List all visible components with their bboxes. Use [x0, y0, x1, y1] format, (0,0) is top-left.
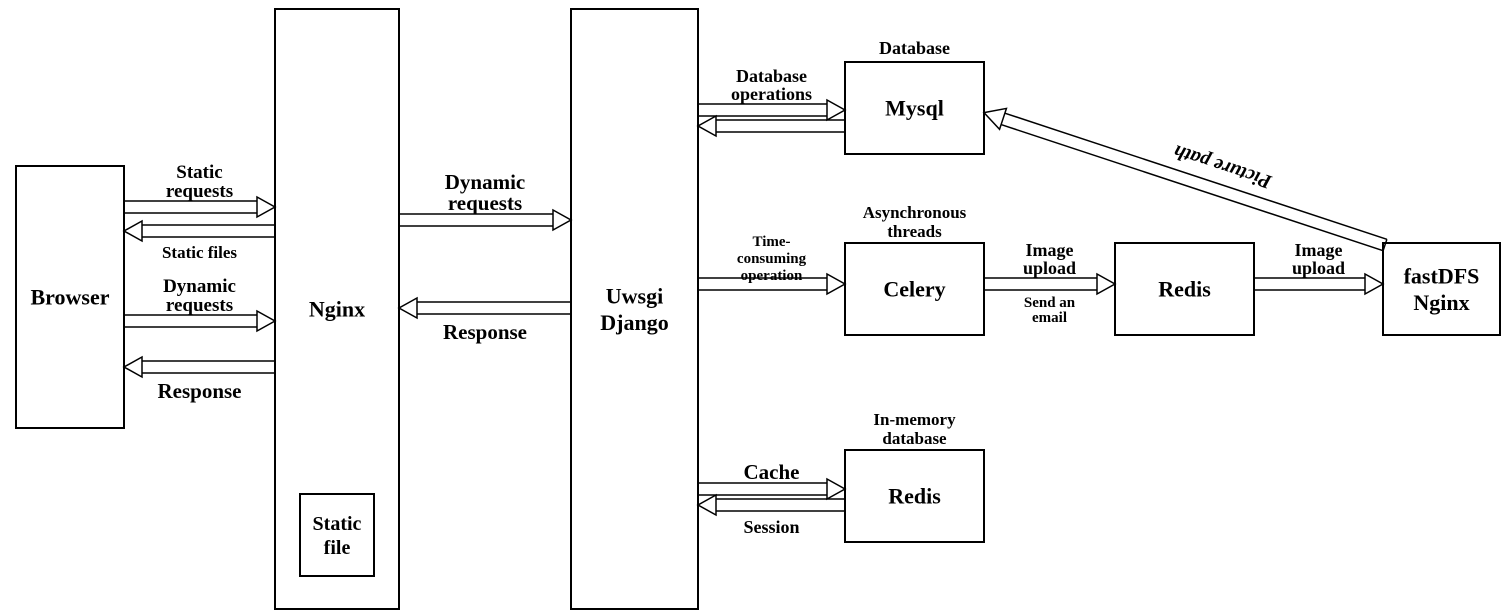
- edge-e_dyn_req1: Dynamicrequests: [124, 276, 275, 331]
- node-redis_mem: Redis In-memorydatabase: [845, 410, 984, 542]
- svg-text:requests: requests: [166, 295, 233, 316]
- svg-text:file: file: [324, 537, 351, 559]
- svg-text:Static: Static: [313, 513, 362, 535]
- svg-text:Browser: Browser: [30, 285, 109, 310]
- svg-text:Static: Static: [176, 162, 222, 183]
- edge-e_session: Session: [698, 495, 845, 537]
- svg-text:Dynamic: Dynamic: [163, 276, 236, 297]
- svg-text:upload: upload: [1292, 258, 1345, 278]
- svg-text:requests: requests: [448, 191, 522, 215]
- svg-text:Mysql: Mysql: [885, 96, 944, 121]
- svg-text:Redis: Redis: [888, 484, 941, 509]
- svg-text:threads: threads: [887, 222, 942, 241]
- svg-text:Database: Database: [736, 66, 807, 86]
- edge-e_db_ops: Databaseoperations: [698, 66, 845, 120]
- svg-text:Asynchronous: Asynchronous: [863, 203, 967, 222]
- edge-e_cache: Cache: [698, 460, 845, 499]
- node-browser: Browser: [16, 166, 124, 428]
- svg-text:Image: Image: [1295, 240, 1343, 260]
- node-fastdfs: fastDFSNginx: [1383, 243, 1500, 335]
- node-uwsgi: UwsgiDjango: [571, 9, 698, 609]
- edge-e_db_back: [698, 116, 845, 136]
- svg-text:In-memory: In-memory: [873, 410, 956, 429]
- svg-text:email: email: [1032, 310, 1067, 326]
- svg-text:Redis: Redis: [1158, 277, 1211, 302]
- svg-text:Image: Image: [1026, 240, 1074, 260]
- svg-text:Session: Session: [743, 517, 799, 537]
- node-celery: Celery Asynchronousthreads: [845, 203, 984, 335]
- svg-text:Response: Response: [443, 320, 527, 344]
- svg-text:requests: requests: [166, 181, 233, 202]
- svg-text:Celery: Celery: [883, 277, 945, 302]
- edge-e_response2: Response: [399, 298, 571, 344]
- node-redis: Redis: [1115, 243, 1254, 335]
- edge-e_imgup2: Imageupload: [1254, 240, 1383, 294]
- svg-text:database: database: [882, 429, 947, 448]
- svg-text:operation: operation: [741, 268, 803, 284]
- edge-e_static_req: Staticrequests: [124, 162, 275, 217]
- svg-text:Static files: Static files: [162, 243, 237, 262]
- svg-text:Response: Response: [157, 379, 241, 403]
- node-staticfile: Staticfile: [300, 494, 374, 576]
- edge-e_static_files: Static files: [124, 221, 275, 262]
- node-mysql: Mysql Database: [845, 38, 984, 154]
- svg-text:Cache: Cache: [744, 460, 800, 484]
- svg-text:Send an: Send an: [1024, 295, 1076, 311]
- svg-text:Uwsgi: Uwsgi: [606, 284, 663, 309]
- svg-text:Nginx: Nginx: [1413, 290, 1469, 315]
- svg-text:upload: upload: [1023, 258, 1076, 278]
- svg-text:Database: Database: [879, 38, 950, 58]
- svg-text:Nginx: Nginx: [309, 297, 365, 322]
- svg-text:operations: operations: [731, 84, 812, 104]
- edge-e_timeop: Time-consumingoperation: [698, 234, 845, 294]
- svg-text:Django: Django: [600, 310, 668, 335]
- svg-text:Time-: Time-: [752, 234, 790, 250]
- edge-e_picpath: Picture path: [984, 108, 1387, 250]
- edge-e_dyn_req2: Dynamicrequests: [399, 170, 571, 230]
- svg-text:fastDFS: fastDFS: [1404, 264, 1480, 289]
- edge-e_imgup1: Imageupload Send anemail: [984, 240, 1115, 326]
- edge-e_response1: Response: [124, 357, 275, 403]
- svg-text:consuming: consuming: [737, 251, 807, 267]
